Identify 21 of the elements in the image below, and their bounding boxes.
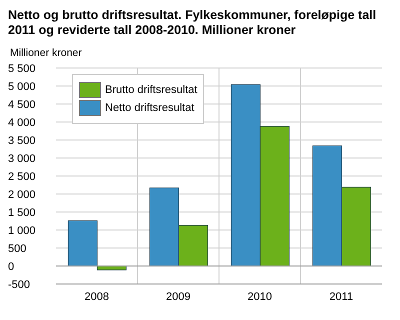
y-tick-label: 2 500 xyxy=(8,170,36,183)
y-tick-label: 2 000 xyxy=(8,188,36,201)
y-tick-label: 3 000 xyxy=(8,152,36,165)
y-tick-label: 0 xyxy=(8,260,14,273)
x-tick-label: 2011 xyxy=(329,290,354,303)
y-tick-label: 5 000 xyxy=(8,80,36,93)
y-tick-label: 1 000 xyxy=(8,224,36,237)
chart-title: Netto og brutto driftsresultat. Fylkeskommuner, foreløpige tall 2011 og reviderte tall 2008-2010. Millioner kroner xyxy=(8,8,378,38)
y-axis-title: Millioner kroner xyxy=(10,47,82,59)
legend-label: Netto driftsresultat xyxy=(105,102,194,114)
x-tick-label: 2008 xyxy=(84,290,109,303)
legend-label: Brutto driftsresultat xyxy=(105,84,198,96)
y-tick-label: -500 xyxy=(8,278,30,291)
x-tick-label: 2009 xyxy=(166,290,190,303)
y-tick-label: 500 xyxy=(8,242,26,255)
y-tick-label: 4 000 xyxy=(8,116,36,129)
y-tick-label: 1 500 xyxy=(8,206,36,219)
y-tick-label: 5 500 xyxy=(8,62,36,75)
y-tick-label: 4 500 xyxy=(8,98,36,111)
y-tick-label: 3 500 xyxy=(8,134,36,147)
x-tick-label: 2010 xyxy=(248,290,272,303)
